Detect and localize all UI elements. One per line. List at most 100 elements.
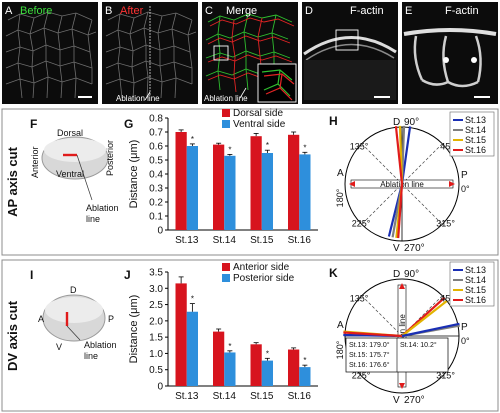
bar [261, 153, 273, 230]
legend-label: Anterior side [233, 262, 290, 273]
panel-e-title: F-actin [445, 5, 479, 17]
y-tick-label: 0.6 [149, 142, 163, 153]
x-tick-label: St.15 [250, 391, 274, 402]
angle-table-entry: St.14: 10.2° [400, 341, 437, 349]
legend-label: St.13 [465, 115, 486, 125]
label-a: A [337, 168, 344, 179]
label-p: P [461, 322, 468, 333]
y-tick-label: 0.5 [149, 156, 163, 167]
y-axis-label: Distance (μm) [128, 140, 140, 209]
legend-swatch [222, 120, 230, 128]
significance-mark: * [191, 295, 194, 304]
panel-a-title: Before [20, 5, 52, 17]
significance-mark: * [191, 135, 194, 144]
y-tick-label: 2.0 [149, 316, 163, 327]
legend-label: Ventral side [233, 119, 286, 130]
label-315: 315° [436, 218, 455, 228]
panel-d-letter: D [305, 5, 313, 17]
orientation-ray [401, 322, 460, 338]
label-45: 45° [440, 294, 454, 304]
panel-a-letter: A [5, 5, 13, 17]
y-tick-label: 0 [157, 226, 163, 237]
panel-letter: H [329, 114, 338, 128]
bar [288, 134, 300, 230]
panel-b: B After Ablation line [102, 2, 198, 104]
panel-d-title: F-actin [350, 5, 384, 17]
svg-text:A: A [38, 314, 44, 324]
y-tick-label: 0.3 [149, 184, 163, 195]
legend-label: St.15 [465, 285, 486, 295]
bar [288, 349, 300, 386]
y-tick-label: 0.2 [149, 198, 163, 209]
svg-text:Ablation: Ablation [84, 340, 117, 350]
legend-label: St.14 [465, 125, 486, 135]
arrow-up [399, 283, 405, 289]
bar [299, 367, 311, 386]
bar [250, 344, 262, 386]
label-d: D [393, 117, 400, 128]
svg-text:line: line [84, 351, 98, 361]
x-tick-label: St.16 [288, 235, 312, 246]
x-tick-label: St.13 [175, 235, 199, 246]
x-tick-label: St.14 [213, 391, 237, 402]
bar [224, 352, 236, 386]
bar [213, 331, 225, 386]
legend-swatch [222, 263, 230, 271]
label-a: A [337, 320, 344, 331]
legend-label: Posterior side [233, 273, 295, 284]
significance-mark: * [266, 141, 269, 150]
label-0: 0° [461, 336, 470, 346]
bar [186, 311, 198, 386]
panel-j-letter: J [124, 268, 131, 282]
panel-g-letter: G [124, 117, 133, 131]
label-135: 135° [350, 142, 369, 152]
y-tick-label: 0.5 [149, 365, 163, 376]
bar [213, 144, 225, 230]
angle-table-entry: St.15: 175.7° [349, 351, 390, 359]
label-135: 135° [350, 294, 369, 304]
bar [186, 146, 198, 230]
svg-text:line: line [86, 214, 100, 224]
orientation-ray [394, 126, 404, 185]
panel-c-title: Merge [226, 5, 257, 17]
y-tick-label: 0.7 [149, 128, 163, 139]
y-tick-label: 1.0 [149, 349, 163, 360]
row-dv-frame [1, 259, 499, 412]
svg-text:Dorsal: Dorsal [57, 128, 83, 138]
orientation-ray [397, 183, 404, 239]
panel-e: E F-actin [402, 2, 498, 104]
panel-e-letter: E [405, 5, 412, 17]
y-tick-label: 3.0 [149, 284, 163, 295]
svg-text:Ventral: Ventral [56, 169, 84, 179]
bar [224, 155, 236, 230]
significance-mark: * [303, 143, 306, 152]
label-0: 0° [461, 184, 470, 194]
arrow-down [399, 383, 405, 389]
polar-plot-k: KAblation lineD90°V270°A180°P0°45°135°22… [329, 261, 495, 406]
legend-swatch [222, 274, 230, 282]
bar [175, 132, 187, 230]
y-tick-label: 0.4 [149, 170, 163, 181]
panel-c-annotation: Ablation line [204, 94, 248, 103]
significance-mark: * [228, 145, 231, 154]
svg-text:D: D [70, 285, 77, 295]
label-v: V [393, 395, 400, 406]
x-tick-label: St.14 [213, 235, 237, 246]
label-225: 225° [352, 370, 371, 380]
row-ap-side-label: AP axis cut [5, 146, 20, 217]
arrow-left [349, 181, 355, 187]
panel-a: A Before [2, 2, 98, 104]
row-dv-side-label: DV axis cut [5, 300, 20, 371]
label-270: 270° [404, 243, 425, 254]
label-v: V [393, 243, 400, 254]
x-tick-label: St.15 [250, 235, 274, 246]
panel-b-title: After [120, 5, 144, 17]
panel-letter: K [329, 266, 338, 280]
orientation-ray [401, 300, 448, 337]
y-tick-label: 0.1 [149, 212, 163, 223]
x-tick-label: St.16 [288, 391, 312, 402]
panel-d: D F-actin [302, 2, 398, 104]
bar-chart-g: 0 0.1 0.2 0.3 0.4 0.5 0.6 0.7 0.8 Distance (μm) * S… [128, 108, 318, 246]
